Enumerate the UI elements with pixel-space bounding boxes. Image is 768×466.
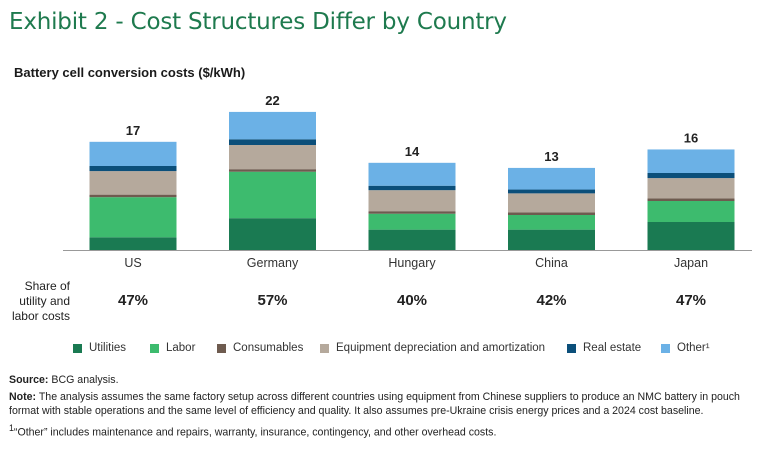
bar-segment-other xyxy=(368,162,456,186)
bar-segment-consumables xyxy=(368,211,456,214)
bar-total-label: 17 xyxy=(126,123,140,138)
legend-item-real-estate: Real estate xyxy=(567,342,641,354)
x-tick-label: US xyxy=(124,256,141,270)
bar-segment-other xyxy=(508,167,595,190)
share-value: 42% xyxy=(536,292,566,309)
share-label-line: labor costs xyxy=(11,309,70,323)
legend-item-labor: Labor xyxy=(150,342,195,354)
bar-segment-consumables xyxy=(89,194,177,198)
legend-label: Labor xyxy=(166,342,196,354)
footnote-marker: 1 xyxy=(9,423,14,434)
exhibit-title: Exhibit 2 - Cost Structures Differ by Co… xyxy=(9,9,507,35)
note-text: The analysis assumes the same factory se… xyxy=(9,391,740,417)
source-label: Source: xyxy=(9,374,49,386)
bar-segment-equipment xyxy=(368,190,456,212)
legend-label: Consumables xyxy=(233,342,304,354)
bar-segment-other xyxy=(89,141,177,166)
bar-segment-utilities xyxy=(647,222,735,250)
bar-segment-equipment xyxy=(647,178,735,199)
bar-segment-labor xyxy=(229,171,316,219)
legend-item-utilities: Utilities xyxy=(73,342,126,354)
bar-total-label: 13 xyxy=(544,149,558,164)
bar-segment-equipment xyxy=(229,145,316,170)
bar-segment-equipment xyxy=(508,193,595,213)
bar-total-label: 14 xyxy=(405,144,420,159)
share-value: 47% xyxy=(676,292,706,309)
legend-item-equipment: Equipment depreciation and amortization xyxy=(320,342,545,354)
footnote-line: 1“Other” includes maintenance and repair… xyxy=(9,422,759,440)
bar-segment-utilities xyxy=(229,218,316,250)
legend-swatch xyxy=(661,343,670,353)
bar-segment-real-estate xyxy=(89,166,177,172)
stacked-bar-chart: 17 US 47% 22 Germany 57% 14 Hungary 40% 13 China 42… xyxy=(63,93,752,309)
bar-segment-real-estate xyxy=(508,189,595,194)
bar-segment-utilities xyxy=(89,237,177,250)
legend-swatch xyxy=(217,343,226,353)
bar-segment-real-estate xyxy=(647,173,735,179)
chart-subtitle: Battery cell conversion costs ($/kWh) xyxy=(14,65,246,80)
share-value: 47% xyxy=(118,292,148,309)
legend-item-consumables: Consumables xyxy=(217,342,303,354)
bar-segment-consumables xyxy=(508,212,595,215)
legend-item-other: Other¹ xyxy=(661,342,710,354)
bar-segment-consumables xyxy=(229,169,316,172)
legend-label: Equipment depreciation and amortization xyxy=(336,342,546,354)
bar-segment-utilities xyxy=(368,229,456,250)
note-line: Note: The analysis assumes the same fact… xyxy=(9,391,759,418)
bar-segment-labor xyxy=(647,201,735,222)
legend-swatch xyxy=(73,343,82,353)
bar-segment-labor xyxy=(368,213,456,230)
legend-label: Other¹ xyxy=(677,342,710,354)
bar-segment-equipment xyxy=(89,171,177,195)
x-tick-label: Japan xyxy=(674,256,708,270)
bar-total-label: 16 xyxy=(684,130,698,145)
share-value: 57% xyxy=(257,292,287,309)
x-tick-label: China xyxy=(535,256,568,270)
bar-segment-other xyxy=(647,149,735,173)
bar-segment-labor xyxy=(89,197,177,238)
bar-segment-utilities xyxy=(508,229,595,250)
notes-section: Source: BCG analysis. Note: The analysis… xyxy=(9,374,759,444)
share-label-line: utility and xyxy=(19,294,70,308)
bar-segment-real-estate xyxy=(229,139,316,145)
bar-segment-labor xyxy=(508,215,595,230)
x-tick-label: Germany xyxy=(247,256,299,270)
footnote-text: “Other” includes maintenance and repairs… xyxy=(13,426,497,439)
share-value: 40% xyxy=(397,292,427,309)
legend-label: Real estate xyxy=(583,342,642,354)
note-label: Note: xyxy=(9,391,37,404)
share-label-line: Share of xyxy=(24,279,70,293)
legend-swatch xyxy=(320,343,329,353)
bar-segment-real-estate xyxy=(368,185,456,191)
x-tick-label: Hungary xyxy=(388,256,436,270)
source-text: BCG analysis. xyxy=(48,374,119,386)
legend-label: Utilities xyxy=(89,342,127,354)
bar-segment-consumables xyxy=(647,198,735,201)
legend-swatch xyxy=(150,343,159,353)
bar-segment-other xyxy=(229,111,316,140)
legend-swatch xyxy=(567,343,576,353)
share-row-label: Share of utility and labor costs xyxy=(10,279,70,324)
source-line: Source: BCG analysis. xyxy=(9,374,759,387)
bar-total-label: 22 xyxy=(265,93,279,108)
